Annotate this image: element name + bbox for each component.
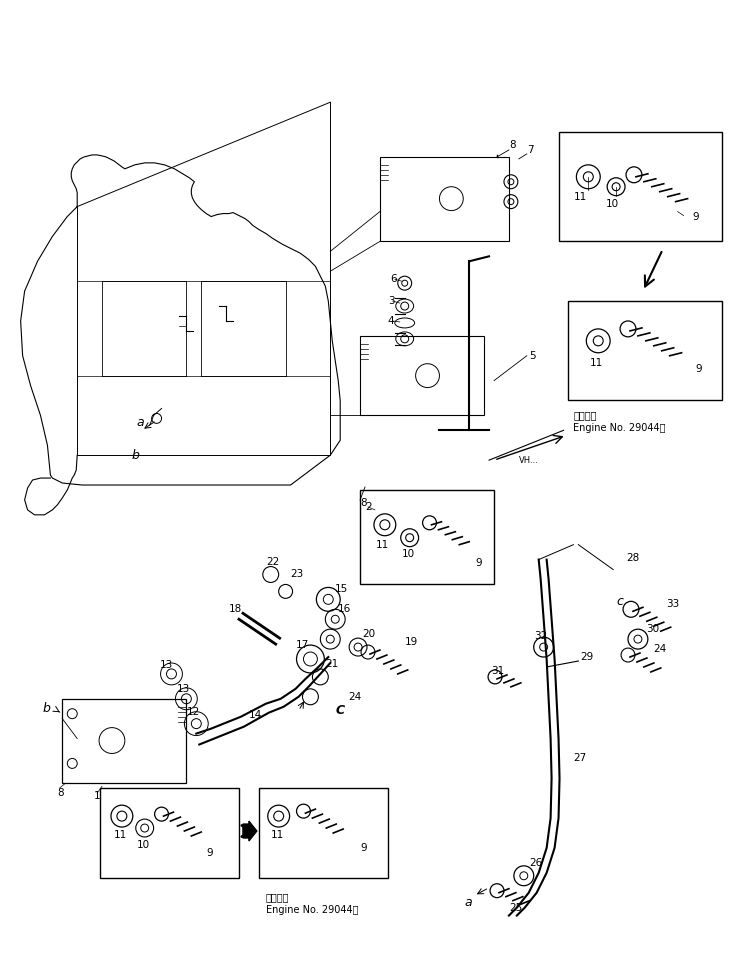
Text: 23: 23: [291, 570, 304, 580]
Text: 13: 13: [159, 660, 172, 670]
Bar: [360, 336, 484, 415]
Text: 適用号機: 適用号機: [573, 410, 597, 421]
Bar: [360, 490, 494, 584]
Text: a: a: [465, 896, 472, 909]
Text: 15: 15: [335, 584, 349, 594]
Bar: [559, 132, 722, 242]
Text: 10: 10: [401, 548, 415, 559]
Text: 7: 7: [527, 145, 534, 155]
Text: 9: 9: [696, 363, 702, 374]
Bar: [259, 788, 388, 878]
Text: 29: 29: [581, 652, 594, 662]
Text: 9: 9: [206, 848, 213, 858]
Text: 26: 26: [528, 858, 542, 868]
Text: 9: 9: [475, 557, 482, 568]
Text: 11: 11: [590, 357, 603, 368]
Text: 12: 12: [186, 707, 200, 717]
Text: 32: 32: [534, 631, 547, 641]
Text: 10: 10: [606, 199, 619, 208]
Text: 11: 11: [271, 830, 284, 840]
Text: 6: 6: [390, 275, 396, 284]
Text: 14: 14: [249, 710, 262, 720]
Text: 28: 28: [626, 552, 639, 563]
Text: 31: 31: [491, 666, 504, 676]
Text: 20: 20: [362, 629, 375, 639]
Text: 1: 1: [94, 791, 101, 802]
Text: Engine No. 29044～: Engine No. 29044～: [573, 424, 666, 433]
Text: 19: 19: [404, 637, 418, 647]
FancyArrow shape: [243, 821, 257, 841]
Text: 13: 13: [176, 684, 189, 693]
Text: 3: 3: [388, 296, 394, 306]
Text: 11: 11: [114, 830, 127, 840]
Bar: [100, 788, 239, 878]
Text: C: C: [335, 704, 344, 717]
Text: 11: 11: [573, 192, 586, 202]
Text: VH...: VH...: [519, 456, 539, 465]
Text: 5: 5: [528, 351, 535, 360]
Text: 18: 18: [229, 604, 242, 615]
Text: 9: 9: [692, 211, 700, 221]
Bar: [568, 301, 722, 400]
Text: 25: 25: [509, 903, 522, 913]
Text: 9: 9: [360, 843, 367, 853]
Text: 10: 10: [137, 840, 150, 850]
Text: c: c: [616, 595, 623, 608]
Bar: [243, 824, 259, 838]
Bar: [380, 157, 509, 242]
Text: b: b: [132, 449, 139, 462]
Text: 22: 22: [266, 556, 279, 567]
Text: 8: 8: [57, 788, 64, 799]
Text: 11: 11: [376, 540, 389, 549]
Text: 2: 2: [365, 502, 371, 512]
Text: 30: 30: [646, 624, 659, 634]
Text: 8: 8: [360, 498, 367, 507]
Text: 21: 21: [325, 659, 338, 669]
Text: 24: 24: [653, 644, 666, 655]
Text: 8: 8: [509, 140, 515, 150]
Text: 4: 4: [388, 316, 394, 326]
Bar: [62, 698, 186, 783]
Text: 27: 27: [573, 754, 586, 764]
Text: b: b: [43, 702, 51, 715]
Text: 24: 24: [348, 692, 361, 702]
Text: 適用号機: 適用号機: [266, 892, 289, 903]
Text: 33: 33: [666, 599, 679, 610]
Text: a: a: [136, 416, 144, 429]
Text: 16: 16: [338, 604, 352, 615]
Text: Engine No. 29044～: Engine No. 29044～: [266, 905, 358, 915]
Text: 17: 17: [296, 640, 309, 650]
